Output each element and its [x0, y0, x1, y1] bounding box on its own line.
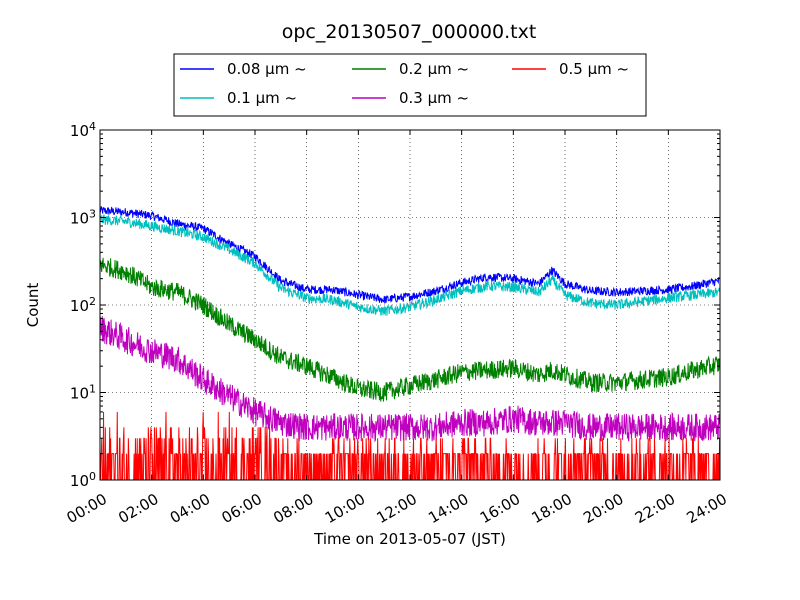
legend-label-0-2-m: 0.2 μm ~	[399, 60, 469, 78]
series-lines	[100, 206, 720, 480]
y-tick-label: 101	[70, 382, 96, 403]
y-tick-label: 100	[70, 470, 96, 491]
series-line-0-2-m	[100, 257, 720, 402]
x-tick-label: 14:00	[425, 490, 471, 527]
x-tick-label: 08:00	[270, 490, 316, 527]
x-tick-label: 06:00	[219, 490, 265, 527]
y-tick-labels: 100 101 102 103 104	[70, 120, 96, 491]
x-tick-label: 12:00	[374, 490, 420, 527]
y-tick-label: 104	[70, 120, 96, 141]
x-tick-label: 04:00	[167, 490, 213, 527]
legend-label-0-3-m: 0.3 μm ~	[399, 89, 469, 107]
legend-frame	[173, 53, 647, 117]
legend: 0.08 μm ~ 0.1 μm ~ 0.2 μm ~ 0.3 μm ~ 0.5 μm …	[173, 53, 647, 117]
y-tick-label: 103	[70, 207, 96, 228]
x-tick-label: 18:00	[529, 490, 575, 527]
x-tick-labels: 00:00 02:00 04:00 06:00 08:00 10:00 12:00 14:00…	[64, 490, 730, 527]
x-tick-label: 00:00	[64, 490, 110, 527]
series-line-0-5-m	[100, 411, 720, 480]
x-tick-label: 22:00	[632, 490, 678, 527]
x-axis-label: Time on 2013-05-07 (JST)	[313, 530, 506, 548]
x-tick-label: 20:00	[580, 490, 626, 527]
series-line-0-3-m	[100, 316, 720, 443]
chart-title: opc_20130507_000000.txt	[282, 21, 537, 43]
x-tick-label: 02:00	[115, 490, 161, 527]
legend-label-0-5-m: 0.5 μm ~	[559, 60, 629, 78]
legend-label-0-1-m: 0.1 μm ~	[227, 89, 297, 107]
series-line-0-1-m	[100, 214, 720, 316]
x-tick-label: 24:00	[684, 490, 730, 527]
y-axis-label: Count	[24, 283, 42, 328]
series-line-0-08-m	[100, 206, 720, 304]
x-tick-label: 16:00	[477, 490, 523, 527]
y-tick-label: 102	[70, 295, 96, 316]
x-tick-label: 10:00	[322, 490, 368, 527]
axis-ticks	[99, 129, 721, 481]
legend-label-0-08-m: 0.08 μm ~	[227, 60, 307, 78]
